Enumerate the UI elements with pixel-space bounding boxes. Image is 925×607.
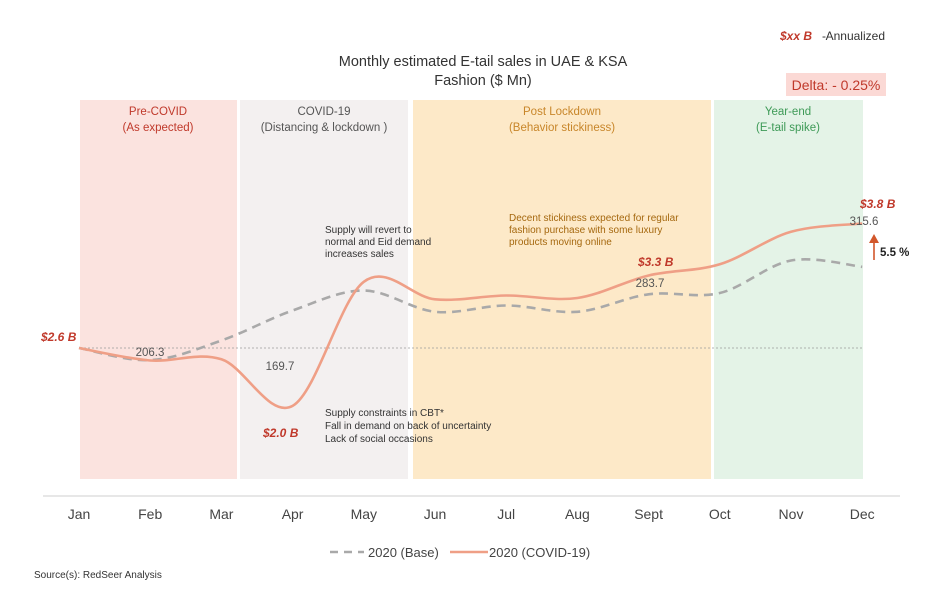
annotation-stickiness-2: fashion purchase with some luxury — [509, 225, 662, 236]
x-tick-jul: Jul — [497, 506, 515, 522]
annotation-stickiness-1: Decent stickiness expected for regular — [509, 213, 679, 224]
data-label-dec: 315.6 — [850, 216, 879, 228]
x-tick-nov: Nov — [779, 506, 804, 522]
x-tick-may: May — [351, 506, 377, 522]
annotation-supply-revert-3: increases sales — [325, 249, 394, 260]
phase-subtitle-year-end: (E-tail spike) — [756, 122, 820, 134]
legend-label-covid: 2020 (COVID-19) — [489, 545, 590, 560]
legend: 2020 (Base) 2020 (COVID-19) — [330, 545, 590, 560]
x-tick-mar: Mar — [209, 506, 233, 522]
data-label-sept: 283.7 — [636, 278, 665, 290]
phase-title-year-end: Year-end — [765, 106, 811, 118]
growth-arrow-icon — [869, 234, 879, 243]
x-tick-jun: Jun — [424, 506, 447, 522]
annotation-constraints-3: Lack of social occasions — [325, 434, 433, 445]
x-axis-ticks: Jan Feb Mar Apr May Jun Jul Aug Sept Oct Nov Dec — [68, 506, 875, 522]
phase-band-year-end — [714, 100, 863, 479]
phase-subtitle-covid: (Distancing & lockdown ) — [261, 122, 388, 134]
phase-band-covid — [240, 100, 408, 479]
phase-title-covid: COVID-19 — [297, 106, 350, 118]
delta-badge-bg — [786, 73, 886, 96]
phase-bands — [80, 100, 863, 479]
annotation-supply-revert-1: Supply will revert to — [325, 225, 412, 236]
legend-label-base: 2020 (Base) — [368, 545, 439, 560]
data-label-apr: 169.7 — [266, 361, 295, 373]
chart-subtitle: Fashion ($ Mn) — [434, 73, 532, 89]
chart-title: Monthly estimated E-tail sales in UAE & … — [339, 54, 628, 70]
annotation-stickiness-3: products moving online — [509, 237, 612, 248]
source-note: Source(s): RedSeer Analysis — [34, 570, 162, 581]
phase-band-precovid — [80, 100, 237, 479]
x-tick-feb: Feb — [138, 506, 162, 522]
phase-subtitle-post-lockdown: (Behavior stickiness) — [509, 122, 615, 134]
x-tick-dec: Dec — [850, 506, 875, 522]
annotation-constraints-2: Fall in demand on back of uncertainty — [325, 421, 491, 432]
annualized-marker: $xx B — [779, 29, 812, 43]
annotation-constraints-1: Supply constraints in CBT* — [325, 408, 444, 419]
x-tick-jan: Jan — [68, 506, 91, 522]
annual-label-sept: $3.3 B — [637, 255, 674, 269]
x-tick-sept: Sept — [634, 506, 663, 522]
growth-percentage: 5.5 % — [880, 247, 909, 259]
annotation-supply-revert-2: normal and Eid demand — [325, 237, 431, 248]
x-tick-aug: Aug — [565, 506, 590, 522]
delta-badge: Delta: - 0.25% — [792, 77, 881, 93]
annualized-dash: - — [822, 29, 826, 43]
x-tick-apr: Apr — [282, 506, 304, 522]
annual-label-jan: $2.6 B — [40, 330, 77, 344]
phase-title-post-lockdown: Post Lockdown — [523, 106, 601, 118]
series-line-base — [78, 258, 863, 362]
phase-band-post-lockdown — [413, 100, 711, 479]
series-line-covid — [78, 222, 863, 410]
x-tick-oct: Oct — [709, 506, 731, 522]
annual-label-dec: $3.8 B — [859, 197, 896, 211]
phase-title-precovid: Pre-COVID — [129, 106, 187, 118]
annual-label-apr: $2.0 B — [262, 426, 299, 440]
data-label-feb: 206.3 — [136, 347, 165, 359]
annualized-description: Annualized — [826, 29, 885, 43]
phase-subtitle-precovid: (As expected) — [123, 122, 194, 134]
